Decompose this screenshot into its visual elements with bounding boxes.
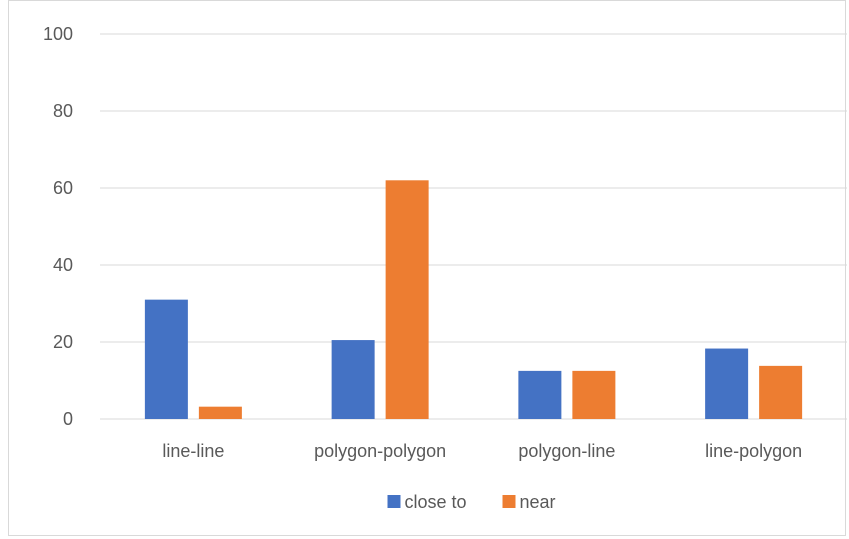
y-tick-label: 80 xyxy=(53,101,73,121)
legend-swatch-near xyxy=(502,495,516,508)
chart-frame: 0 20 40 60 80 100 line-line polygon-polygon pol… xyxy=(8,0,847,536)
bar-near-line-line xyxy=(198,406,242,419)
bar-close-to-polygon-polygon xyxy=(331,340,375,419)
legend: close to near xyxy=(387,492,556,512)
bar-close-to-line-polygon xyxy=(705,348,749,419)
legend-label-close-to: close to xyxy=(405,492,467,512)
y-tick-label: 40 xyxy=(53,255,73,275)
bar-near-line-polygon xyxy=(759,365,803,419)
bar-close-to-polygon-line xyxy=(518,370,562,419)
y-tick-label: 100 xyxy=(43,24,73,44)
y-tick-label: 20 xyxy=(53,332,73,352)
y-tick-label: 60 xyxy=(53,178,73,198)
x-axis-category-labels: line-line polygon-polygon polygon-line line… xyxy=(162,441,802,461)
bar-near-polygon-line xyxy=(572,370,616,419)
bar-close-to-line-line xyxy=(144,299,188,419)
y-tick-label: 0 xyxy=(63,409,73,429)
bars xyxy=(144,180,803,419)
x-category-label: line-line xyxy=(162,441,224,461)
bar-chart: 0 20 40 60 80 100 line-line polygon-polygon pol… xyxy=(43,24,847,512)
x-category-label: polygon-line xyxy=(518,441,615,461)
legend-label-near: near xyxy=(520,492,556,512)
x-category-label: polygon-polygon xyxy=(314,441,446,461)
legend-swatch-close-to xyxy=(387,495,401,508)
bar-near-polygon-polygon xyxy=(385,180,429,419)
x-category-label: line-polygon xyxy=(705,441,802,461)
y-axis-tick-labels: 0 20 40 60 80 100 xyxy=(43,24,73,429)
